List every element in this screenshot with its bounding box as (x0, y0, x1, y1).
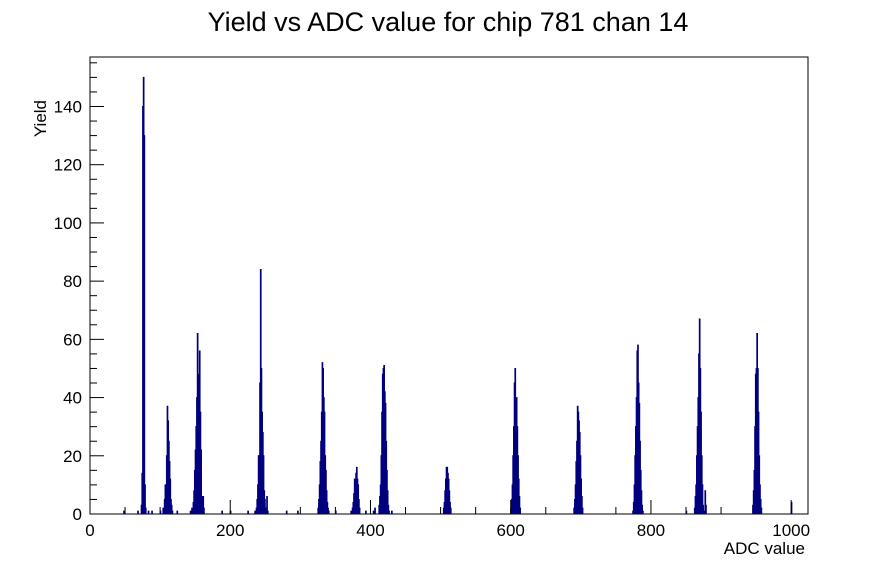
histogram-bin-787 (641, 504, 644, 514)
histogram-bin-393 (365, 510, 367, 514)
histogram-bin-612 (518, 496, 521, 514)
x-minor-ticks (124, 507, 757, 514)
histogram-bin-143 (189, 510, 192, 514)
histogram-bin-788 (642, 510, 644, 514)
histogram-bin-68 (137, 510, 139, 514)
histogram-bin-247 (262, 455, 265, 514)
x-axis-ticks: 0 200 400 600 800 1000 (85, 500, 810, 540)
histogram-bin-104 (162, 507, 165, 514)
x-tick-label-600: 600 (497, 521, 525, 540)
histogram-bin-874 (702, 504, 705, 514)
histogram-bin-384 (358, 507, 361, 514)
histogram-bin-145 (191, 507, 193, 514)
y-tick-label-80: 80 (63, 272, 82, 291)
y-tick-label-20: 20 (63, 447, 82, 466)
histogram-bin-702 (581, 507, 584, 514)
histogram-bin-249 (264, 498, 266, 514)
histogram-bin-340 (327, 510, 330, 514)
histogram-bin-404 (372, 510, 375, 514)
histogram-bin-877 (704, 490, 707, 514)
histogram-bin-161 (202, 496, 205, 514)
histogram-bin-117 (171, 510, 174, 514)
histogram-bin-786 (640, 490, 643, 514)
histogram-bin-48 (123, 510, 125, 514)
histogram-bin-253 (266, 510, 269, 514)
histogram-bin-280 (285, 510, 288, 514)
histogram-bin-350 (334, 510, 337, 514)
histogram-bin-424 (386, 490, 389, 514)
y-axis-title: Yield (31, 100, 50, 137)
histogram-bin-116 (170, 504, 173, 514)
y-tick-label-40: 40 (63, 389, 82, 408)
histogram-bin-514 (449, 507, 452, 514)
histogram-bin-250 (264, 507, 267, 514)
histogram-bins (123, 76, 793, 514)
y-tick-label-60: 60 (63, 330, 82, 349)
x-tick-label-200: 200 (216, 521, 244, 540)
chart-title: Yield vs ADC value for chip 781 chan 14 (207, 7, 689, 37)
x-tick-label-0: 0 (85, 521, 94, 540)
x-tick-label-1000: 1000 (772, 521, 810, 540)
histogram-bin-372 (350, 510, 353, 514)
histogram-bin-158 (200, 449, 202, 514)
histogram-bin-956 (759, 498, 762, 514)
y-axis-ticks: 0 20 40 60 80 100 120 140 (54, 97, 104, 524)
y-tick-label-100: 100 (54, 214, 82, 233)
histogram-bin-252 (266, 496, 268, 514)
histogram-bin-878 (705, 504, 707, 514)
histogram-bin-425 (387, 504, 390, 514)
histogram-bin-162 (203, 507, 205, 514)
histogram-bin-406 (374, 507, 376, 514)
histogram-bin-79 (144, 507, 147, 514)
histogram-bin-114 (169, 478, 172, 514)
histogram-bin-296 (297, 510, 299, 514)
y-tick-label-140: 140 (54, 97, 82, 116)
histogram-bin-225 (247, 510, 249, 514)
histogram-bin-426 (388, 510, 390, 514)
y-tick-label-120: 120 (54, 156, 82, 175)
histogram-bin-383 (358, 498, 360, 514)
histogram-bin-957 (760, 507, 763, 514)
x-axis-title: ADC value (724, 539, 805, 558)
histogram-bin-124 (176, 510, 179, 514)
histogram-bin-701 (581, 496, 583, 514)
histogram-bin-430 (391, 510, 393, 514)
x-tick-label-400: 400 (356, 521, 384, 540)
x-tick-label-800: 800 (637, 521, 665, 540)
histogram-bin-78 (144, 484, 146, 514)
histogram-bin-613 (519, 507, 522, 514)
y-minor-ticks (90, 62, 97, 500)
histogram-bin-235 (254, 510, 256, 514)
histogram-bin-850 (685, 510, 688, 514)
histogram-bin-188 (221, 510, 224, 514)
y-tick-label-0: 0 (73, 505, 82, 524)
histogram-bin-88 (151, 510, 153, 514)
histogram-bin-873 (701, 484, 704, 514)
histogram-bin-77 (143, 135, 146, 514)
histogram-bin-83 (147, 510, 150, 514)
histogram-bin-100 (159, 510, 162, 514)
